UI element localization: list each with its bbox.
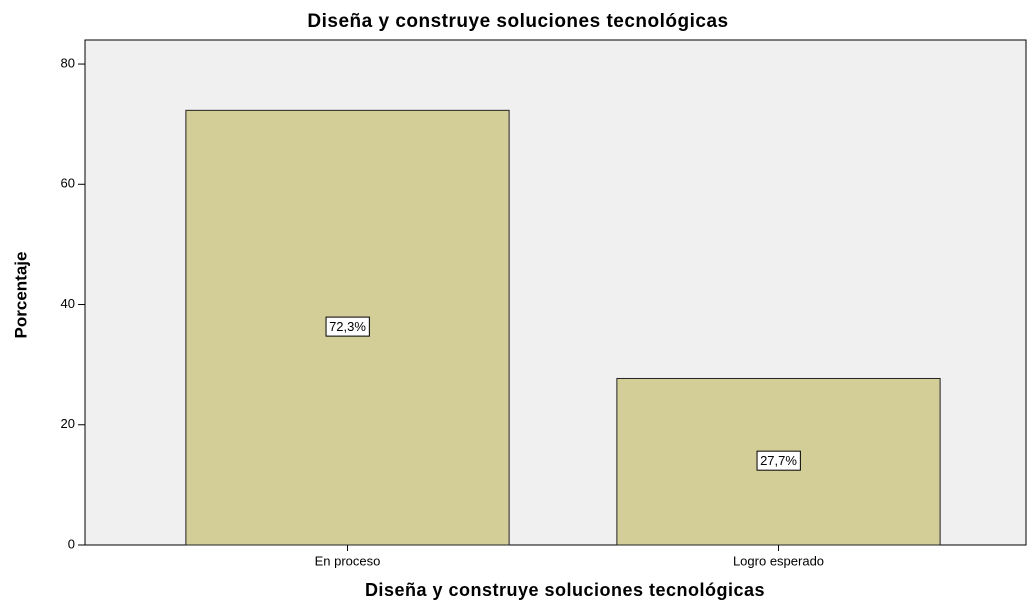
y-tick-label: 0 [68,536,75,551]
y-tick-label: 40 [61,296,75,311]
x-axis-label: Diseña y construye soluciones tecnológic… [365,580,765,600]
data-label-box [756,450,801,471]
data-label: 27,7% [760,453,797,468]
y-tick-label: 80 [61,55,75,70]
y-tick-label: 20 [61,416,75,431]
x-tick-label: En proceso [315,553,381,568]
y-tick-label: 60 [61,176,75,191]
data-label-box [325,316,370,337]
data-label: 72,3% [329,319,366,334]
chart-title: Diseña y construye soluciones tecnológic… [307,11,728,32]
x-tick-label: Logro esperado [733,553,824,568]
y-axis-label: Porcentaje [11,252,30,339]
